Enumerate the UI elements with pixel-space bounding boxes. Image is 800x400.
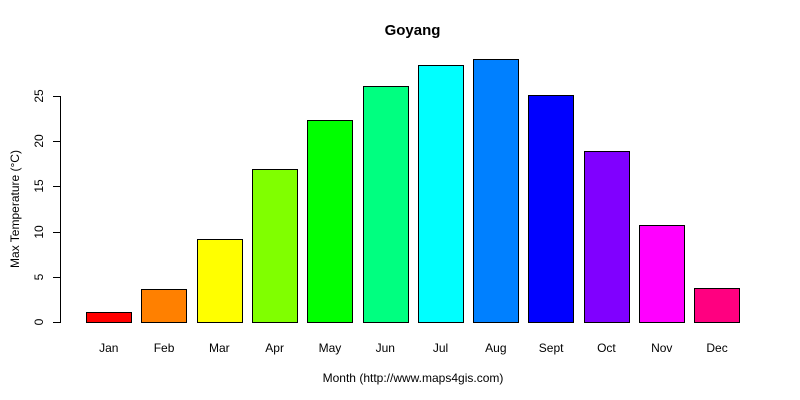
y-tick-line-0 <box>53 322 60 323</box>
y-tick-line-25 <box>53 96 60 97</box>
y-tick-label-15: 15 <box>32 179 46 194</box>
bar-aug <box>473 59 519 323</box>
y-tick-label-5: 5 <box>32 273 46 281</box>
bar-jun <box>363 86 409 323</box>
x-tick-label-oct: Oct <box>597 341 616 355</box>
y-axis-line <box>60 96 61 323</box>
x-tick-label-jun: Jun <box>375 341 395 355</box>
y-tick-line-10 <box>53 231 60 233</box>
x-tick-label-apr: Apr <box>265 341 284 355</box>
x-axis-label: Month (http://www.maps4gis.com) <box>322 371 504 385</box>
y-tick-label-10: 10 <box>32 224 46 239</box>
x-tick-label-sept: Sept <box>538 341 564 355</box>
bar-nov <box>639 225 685 323</box>
x-tick-label-mar: Mar <box>209 341 230 355</box>
bar-feb <box>141 289 187 323</box>
bar-apr <box>252 169 298 323</box>
y-axis-label: Max Temperature (°C) <box>8 150 22 268</box>
bar-oct <box>584 151 630 323</box>
x-tick-label-aug: Aug <box>485 341 507 355</box>
y-tick-label-25: 25 <box>32 89 46 103</box>
bar-jan <box>86 312 132 323</box>
y-tick-label-0: 0 <box>32 318 46 326</box>
y-tick-label-20: 20 <box>32 134 46 148</box>
x-tick-label-jul: Jul <box>432 341 449 355</box>
y-tick-line-5 <box>53 276 60 278</box>
y-tick-line-15 <box>53 186 60 188</box>
bar-mar <box>197 239 243 323</box>
bar-sept <box>528 95 574 323</box>
y-tick-line-20 <box>53 141 60 143</box>
x-tick-label-dec: Dec <box>706 341 728 355</box>
chart-title: Goyang <box>384 22 441 39</box>
x-tick-label-jan: Jan <box>99 341 119 355</box>
bar-jul <box>418 65 464 323</box>
bar-dec <box>694 288 740 323</box>
x-tick-label-feb: Feb <box>153 341 175 355</box>
x-tick-label-nov: Nov <box>651 341 673 355</box>
x-tick-label-may: May <box>318 341 342 355</box>
bar-may <box>307 120 353 323</box>
